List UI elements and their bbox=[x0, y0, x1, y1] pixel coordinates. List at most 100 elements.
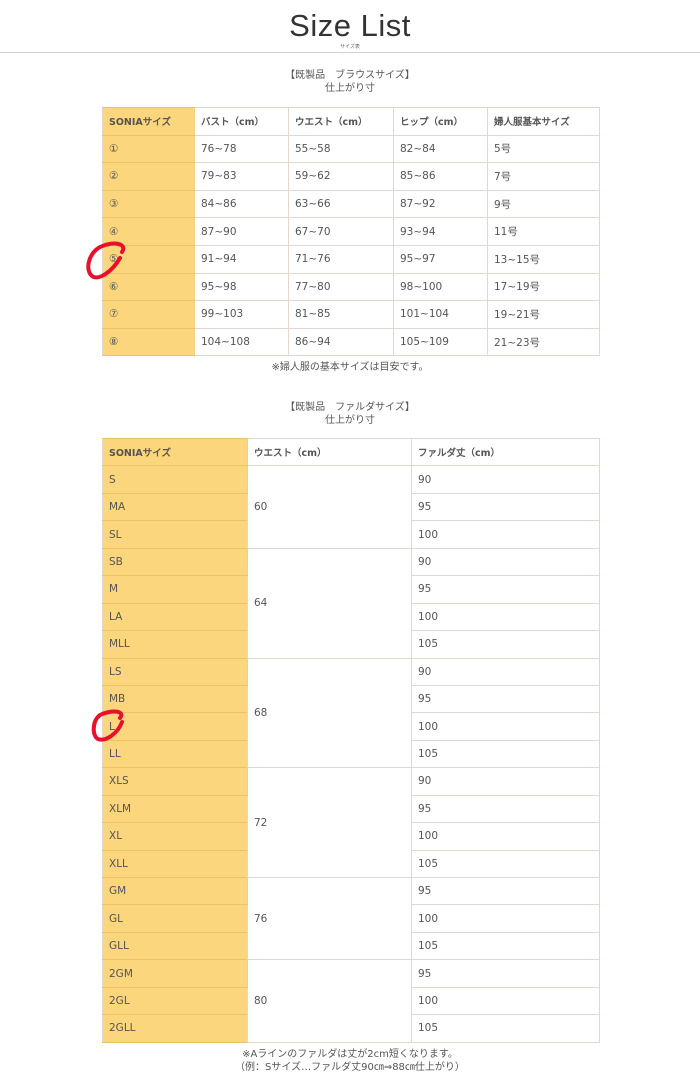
size-cell: ⑤ bbox=[102, 244, 195, 274]
length-cell: 95 bbox=[411, 575, 600, 604]
length-cell: 105 bbox=[411, 739, 600, 769]
skirt-note-2: （例：Sサイズ…ファルダ丈90㎝⇒88㎝仕上がり） bbox=[235, 1062, 465, 1073]
length-cell: 95 bbox=[411, 794, 600, 824]
table-cell: 93~94 bbox=[393, 217, 488, 246]
table-row: LS 68 90 bbox=[102, 657, 600, 769]
waist-cell: 72 bbox=[247, 767, 412, 878]
table-cell: 21~23号 bbox=[487, 327, 600, 357]
table-row: LL 105 bbox=[102, 739, 600, 769]
table-cell: 63~66 bbox=[288, 189, 394, 219]
size-cell: ③ bbox=[102, 189, 195, 219]
skirt-subheading: 仕上がり寸 bbox=[325, 415, 375, 426]
size-cell: ⑧ bbox=[102, 327, 195, 357]
table-cell: 67~70 bbox=[288, 217, 394, 246]
table-row: SL 100 bbox=[102, 520, 600, 549]
table-row: ② 79~83 59~62 85~86 7号 bbox=[102, 162, 600, 191]
size-cell: XLL bbox=[102, 849, 248, 879]
table-row: XLS 72 90 bbox=[102, 767, 600, 878]
table-cell: 84~86 bbox=[194, 189, 289, 219]
size-cell: SB bbox=[102, 547, 248, 577]
size-cell: LS bbox=[102, 657, 248, 686]
waist-cell: 80 bbox=[247, 959, 412, 1043]
page-title: Size List bbox=[289, 8, 411, 43]
blouse-heading: 【既製品 ブラウスサイズ】 bbox=[285, 70, 415, 81]
page-subtitle: サイズ表 bbox=[340, 44, 360, 50]
table-cell: 19~21号 bbox=[487, 300, 600, 329]
table-cell: 7号 bbox=[487, 162, 600, 191]
size-cell: ② bbox=[102, 162, 195, 191]
size-cell: GLL bbox=[102, 931, 248, 961]
size-cell: 2GM bbox=[102, 959, 248, 988]
column-header: ウエスト（cm） bbox=[247, 437, 412, 467]
table-cell: 87~92 bbox=[393, 189, 488, 219]
table-cell: 79~83 bbox=[194, 162, 289, 191]
size-cell: 2GLL bbox=[102, 1014, 248, 1043]
length-cell: 90 bbox=[411, 465, 600, 494]
table-row: MA 95 bbox=[102, 492, 600, 522]
table-row: LA 100 bbox=[102, 602, 600, 632]
table-row: 2GLL 105 bbox=[102, 1014, 600, 1043]
size-cell: S bbox=[102, 465, 248, 494]
table-row: ⑥ 95~98 77~80 98~100 17~19号 bbox=[102, 272, 600, 302]
table-row: M 95 bbox=[102, 575, 600, 604]
blouse-size-table: SONIAサイズ バスト（cm） ウエスト（cm） ヒップ（cm） 婦人服基本サイズ ① 7… bbox=[102, 107, 600, 357]
column-header: SONIAサイズ bbox=[102, 107, 195, 136]
table-cell: 86~94 bbox=[288, 327, 394, 357]
length-cell: 100 bbox=[411, 602, 600, 632]
table-cell: 55~58 bbox=[288, 134, 394, 164]
size-cell: M bbox=[102, 575, 248, 604]
skirt-heading: 【既製品 ファルダサイズ】 bbox=[285, 402, 415, 413]
length-cell: 90 bbox=[411, 547, 600, 577]
table-cell: 11号 bbox=[487, 217, 600, 246]
size-cell: GL bbox=[102, 904, 248, 933]
size-cell: XLS bbox=[102, 767, 248, 796]
waist-cell: 60 bbox=[247, 465, 412, 549]
table-cell: 95~98 bbox=[194, 272, 289, 302]
column-header: ヒップ（cm） bbox=[393, 107, 488, 136]
table-cell: 9号 bbox=[487, 189, 600, 219]
blouse-subheading: 仕上がり寸 bbox=[325, 83, 375, 94]
table-cell: 101~104 bbox=[393, 300, 488, 329]
table-header-row: SONIAサイズ ウエスト（cm） ファルダ丈（cm） bbox=[102, 437, 600, 467]
table-header-row: SONIAサイズ バスト（cm） ウエスト（cm） ヒップ（cm） 婦人服基本サイズ bbox=[102, 107, 600, 136]
size-cell: LA bbox=[102, 602, 248, 632]
table-cell: 71~76 bbox=[288, 244, 394, 274]
size-cell: ① bbox=[102, 134, 195, 164]
length-cell: 105 bbox=[411, 1014, 600, 1043]
table-row: SB 64 90 bbox=[102, 547, 600, 659]
column-header: ファルダ丈（cm） bbox=[411, 437, 600, 467]
length-cell: 100 bbox=[411, 822, 600, 851]
table-cell: 76~78 bbox=[194, 134, 289, 164]
size-cell: ⑦ bbox=[102, 300, 195, 329]
size-cell: XLM bbox=[102, 794, 248, 824]
column-header: SONIAサイズ bbox=[102, 437, 248, 467]
column-header: 婦人服基本サイズ bbox=[487, 107, 600, 136]
size-cell: MB bbox=[102, 684, 248, 714]
table-cell: 5号 bbox=[487, 134, 600, 164]
table-cell: 104~108 bbox=[194, 327, 289, 357]
title-divider bbox=[0, 52, 700, 53]
waist-cell: 64 bbox=[247, 547, 412, 659]
length-cell: 100 bbox=[411, 520, 600, 549]
size-cell: LL bbox=[102, 739, 248, 769]
column-header: ウエスト（cm） bbox=[288, 107, 394, 136]
table-cell: 59~62 bbox=[288, 162, 394, 191]
blouse-note: ※婦人服の基本サイズは目安です。 bbox=[271, 362, 429, 373]
table-row: ① 76~78 55~58 82~84 5号 bbox=[102, 134, 600, 164]
table-row: GM 76 95 bbox=[102, 876, 600, 961]
table-cell: 81~85 bbox=[288, 300, 394, 329]
table-row: L 100 bbox=[102, 712, 600, 741]
length-cell: 105 bbox=[411, 849, 600, 879]
table-row: 2GL 100 bbox=[102, 986, 600, 1016]
skirt-note-1: ※Aラインのファルダは丈が2cm短くなります。 bbox=[242, 1049, 458, 1060]
length-cell: 95 bbox=[411, 492, 600, 522]
length-cell: 95 bbox=[411, 876, 600, 906]
size-cell: GM bbox=[102, 876, 248, 906]
length-cell: 95 bbox=[411, 684, 600, 714]
table-row: ④ 87~90 67~70 93~94 11号 bbox=[102, 217, 600, 246]
table-row: ⑧ 104~108 86~94 105~109 21~23号 bbox=[102, 327, 600, 357]
length-cell: 105 bbox=[411, 931, 600, 961]
length-cell: 100 bbox=[411, 986, 600, 1016]
size-cell: XL bbox=[102, 822, 248, 851]
waist-cell: 76 bbox=[247, 876, 412, 961]
